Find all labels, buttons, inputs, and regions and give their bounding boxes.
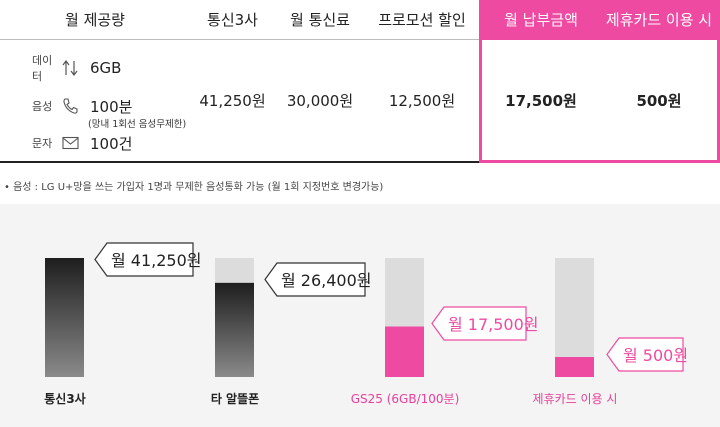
bar-gs25 [385, 326, 424, 377]
category-label-card: 제휴카드 이용 시 [532, 392, 618, 406]
provide-sms-label: 문자 [32, 137, 53, 150]
price-table: 월 제공량 통신3사 월 통신료 프로모션 할인 데이터 6GB 음성 100분… [0, 0, 720, 164]
header-carrier: 통신3사 [207, 11, 258, 29]
envelope-icon [62, 136, 88, 150]
bar-card [555, 357, 594, 377]
value-label-card: 월 500원 [623, 346, 688, 365]
provide-sms-value: 100건 [90, 134, 133, 153]
table-header: 월 제공량 통신3사 월 통신료 프로모션 할인 [0, 0, 720, 40]
category-label-gs25: GS25 (6GB/100분) [350, 392, 460, 406]
monthly-payment: 17,500원 [505, 92, 577, 110]
callout-gs25 [431, 306, 527, 341]
provide-data-label: 데이터 [32, 54, 53, 83]
highlight-header [482, 3, 717, 40]
updown-arrows-icon [62, 59, 88, 77]
provide-voice-label: 음성 [32, 100, 53, 113]
value-label-gs25: 월 17,500원 [448, 315, 539, 334]
provide-voice-value: 100분 [90, 97, 133, 116]
header-monthly-fee: 월 통신료 [290, 11, 350, 29]
promo-discount: 12,500원 [388, 92, 456, 110]
provide-voice-row: 음성 100분 [32, 94, 132, 118]
callout-carrier [94, 242, 194, 277]
highlight-box [479, 0, 720, 163]
value-label-other-mvno: 월 26,400원 [281, 271, 372, 290]
chart-area [0, 204, 720, 427]
provide-data-value: 6GB [90, 59, 122, 77]
bar-carrier [45, 258, 84, 377]
provide-data-row: 데이터 6GB [32, 54, 122, 83]
table-body [0, 40, 720, 163]
category-label-other-mvno: 타 알뜰폰 [210, 392, 260, 406]
monthly-fee: 30,000원 [286, 92, 354, 110]
provide-voice-sub: (망내 1회선 음성무제한) [88, 119, 187, 130]
carrier-price: 41,250원 [199, 92, 266, 110]
callout-other-mvno [264, 262, 366, 297]
phone-icon [62, 97, 88, 115]
voice-note: • 음성 : LG U+망을 쓰는 가입자 1명과 무제한 음성통화 가능 (월… [4, 182, 384, 193]
category-label-carrier: 통신3사 [44, 392, 86, 406]
header-promo: 프로모션 할인 [378, 11, 466, 29]
callout-card [606, 337, 684, 372]
header-card-price: 제휴카드 이용 시 [605, 11, 713, 29]
card-price: 500원 [636, 92, 682, 110]
header-monthly-payment: 월 납부금액 [504, 11, 578, 29]
provide-sms-row: 문자 100건 [32, 131, 132, 155]
value-label-carrier: 월 41,250원 [111, 251, 202, 270]
bar-other-mvno [215, 282, 254, 377]
header-provide: 월 제공량 [65, 11, 125, 29]
